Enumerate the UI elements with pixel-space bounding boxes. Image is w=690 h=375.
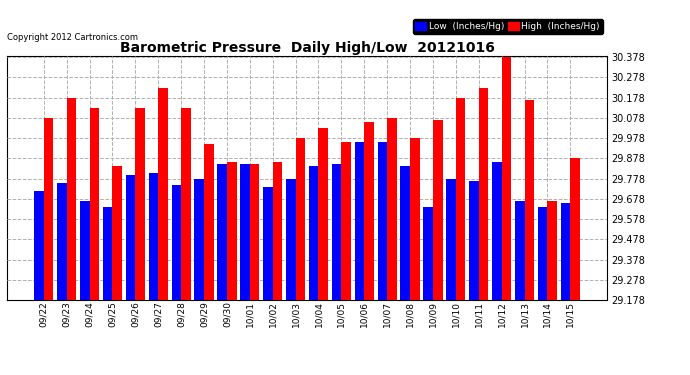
Bar (240, 165, 250, 300)
Bar (387, 118, 397, 300)
Bar (90, 108, 99, 300)
Bar (332, 165, 342, 300)
Bar (295, 138, 305, 300)
Bar (217, 165, 227, 300)
Bar (43, 118, 53, 300)
Bar (286, 178, 295, 300)
Bar (319, 128, 328, 300)
Bar (364, 122, 374, 300)
Bar (342, 142, 351, 300)
Bar (561, 203, 571, 300)
Bar (355, 142, 364, 300)
Bar (34, 191, 43, 300)
Bar (148, 172, 158, 300)
Bar (433, 120, 442, 300)
Bar (80, 201, 90, 300)
Bar (263, 187, 273, 300)
Bar (112, 166, 122, 300)
Bar (158, 88, 168, 300)
Bar (547, 201, 557, 300)
Bar (469, 181, 479, 300)
Bar (456, 98, 466, 300)
Bar (571, 158, 580, 300)
Bar (502, 57, 511, 300)
Bar (424, 207, 433, 300)
Bar (377, 142, 387, 300)
Text: Copyright 2012 Cartronics.com: Copyright 2012 Cartronics.com (7, 33, 138, 42)
Bar (57, 183, 67, 300)
Bar (273, 162, 282, 300)
Bar (524, 100, 534, 300)
Bar (410, 138, 420, 300)
Bar (135, 108, 145, 300)
Bar (479, 88, 489, 300)
Bar (492, 162, 502, 300)
Bar (400, 166, 410, 300)
Bar (515, 201, 524, 300)
Bar (538, 207, 547, 300)
Bar (250, 165, 259, 300)
Bar (227, 162, 237, 300)
Legend: Low  (Inches/Hg), High  (Inches/Hg): Low (Inches/Hg), High (Inches/Hg) (413, 20, 602, 34)
Bar (172, 185, 181, 300)
Bar (204, 144, 214, 300)
Bar (309, 166, 319, 300)
Bar (103, 207, 112, 300)
Bar (126, 175, 135, 300)
Bar (446, 178, 456, 300)
Bar (195, 178, 204, 300)
Title: Barometric Pressure  Daily High/Low  20121016: Barometric Pressure Daily High/Low 20121… (119, 41, 495, 55)
Bar (181, 108, 190, 300)
Bar (67, 98, 77, 300)
